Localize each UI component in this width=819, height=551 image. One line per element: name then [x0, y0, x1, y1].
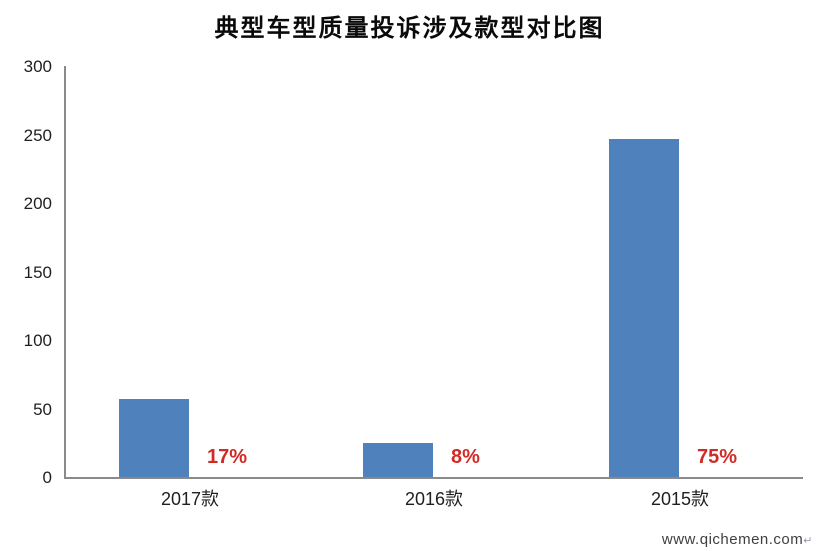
y-axis-tick-label: 0 — [42, 468, 52, 487]
y-axis-tick-label: 200 — [23, 194, 52, 213]
y-axis-line — [64, 66, 66, 479]
x-axis-category-label: 2017款 — [160, 489, 220, 509]
percent-label-2017款: 17% — [207, 446, 248, 468]
y-axis-tick-label: 100 — [23, 331, 52, 350]
chart-title: 典型车型质量投诉涉及款型对比图 — [214, 16, 605, 42]
watermark: www.qichemen.com↵ — [662, 531, 813, 548]
watermark-text: www.qichemen.com — [661, 531, 804, 548]
y-axis-tick-label: 250 — [23, 125, 52, 145]
bar-2016款 — [363, 443, 433, 477]
bar-2017款 — [119, 399, 189, 477]
x-axis-category-label: 2016款 — [404, 489, 464, 509]
y-axis-tick-label: 50 — [33, 399, 52, 419]
return-mark-icon: ↵ — [803, 535, 813, 547]
x-axis-category-label: 2015款 — [650, 489, 710, 509]
percent-label-2016款: 8% — [451, 446, 480, 468]
x-axis-line — [64, 477, 803, 479]
percent-label-2015款: 75% — [697, 446, 738, 468]
y-axis-tick-label: 150 — [23, 262, 52, 282]
y-axis-tick-label: 300 — [23, 57, 52, 76]
bar-2015款 — [609, 139, 679, 477]
